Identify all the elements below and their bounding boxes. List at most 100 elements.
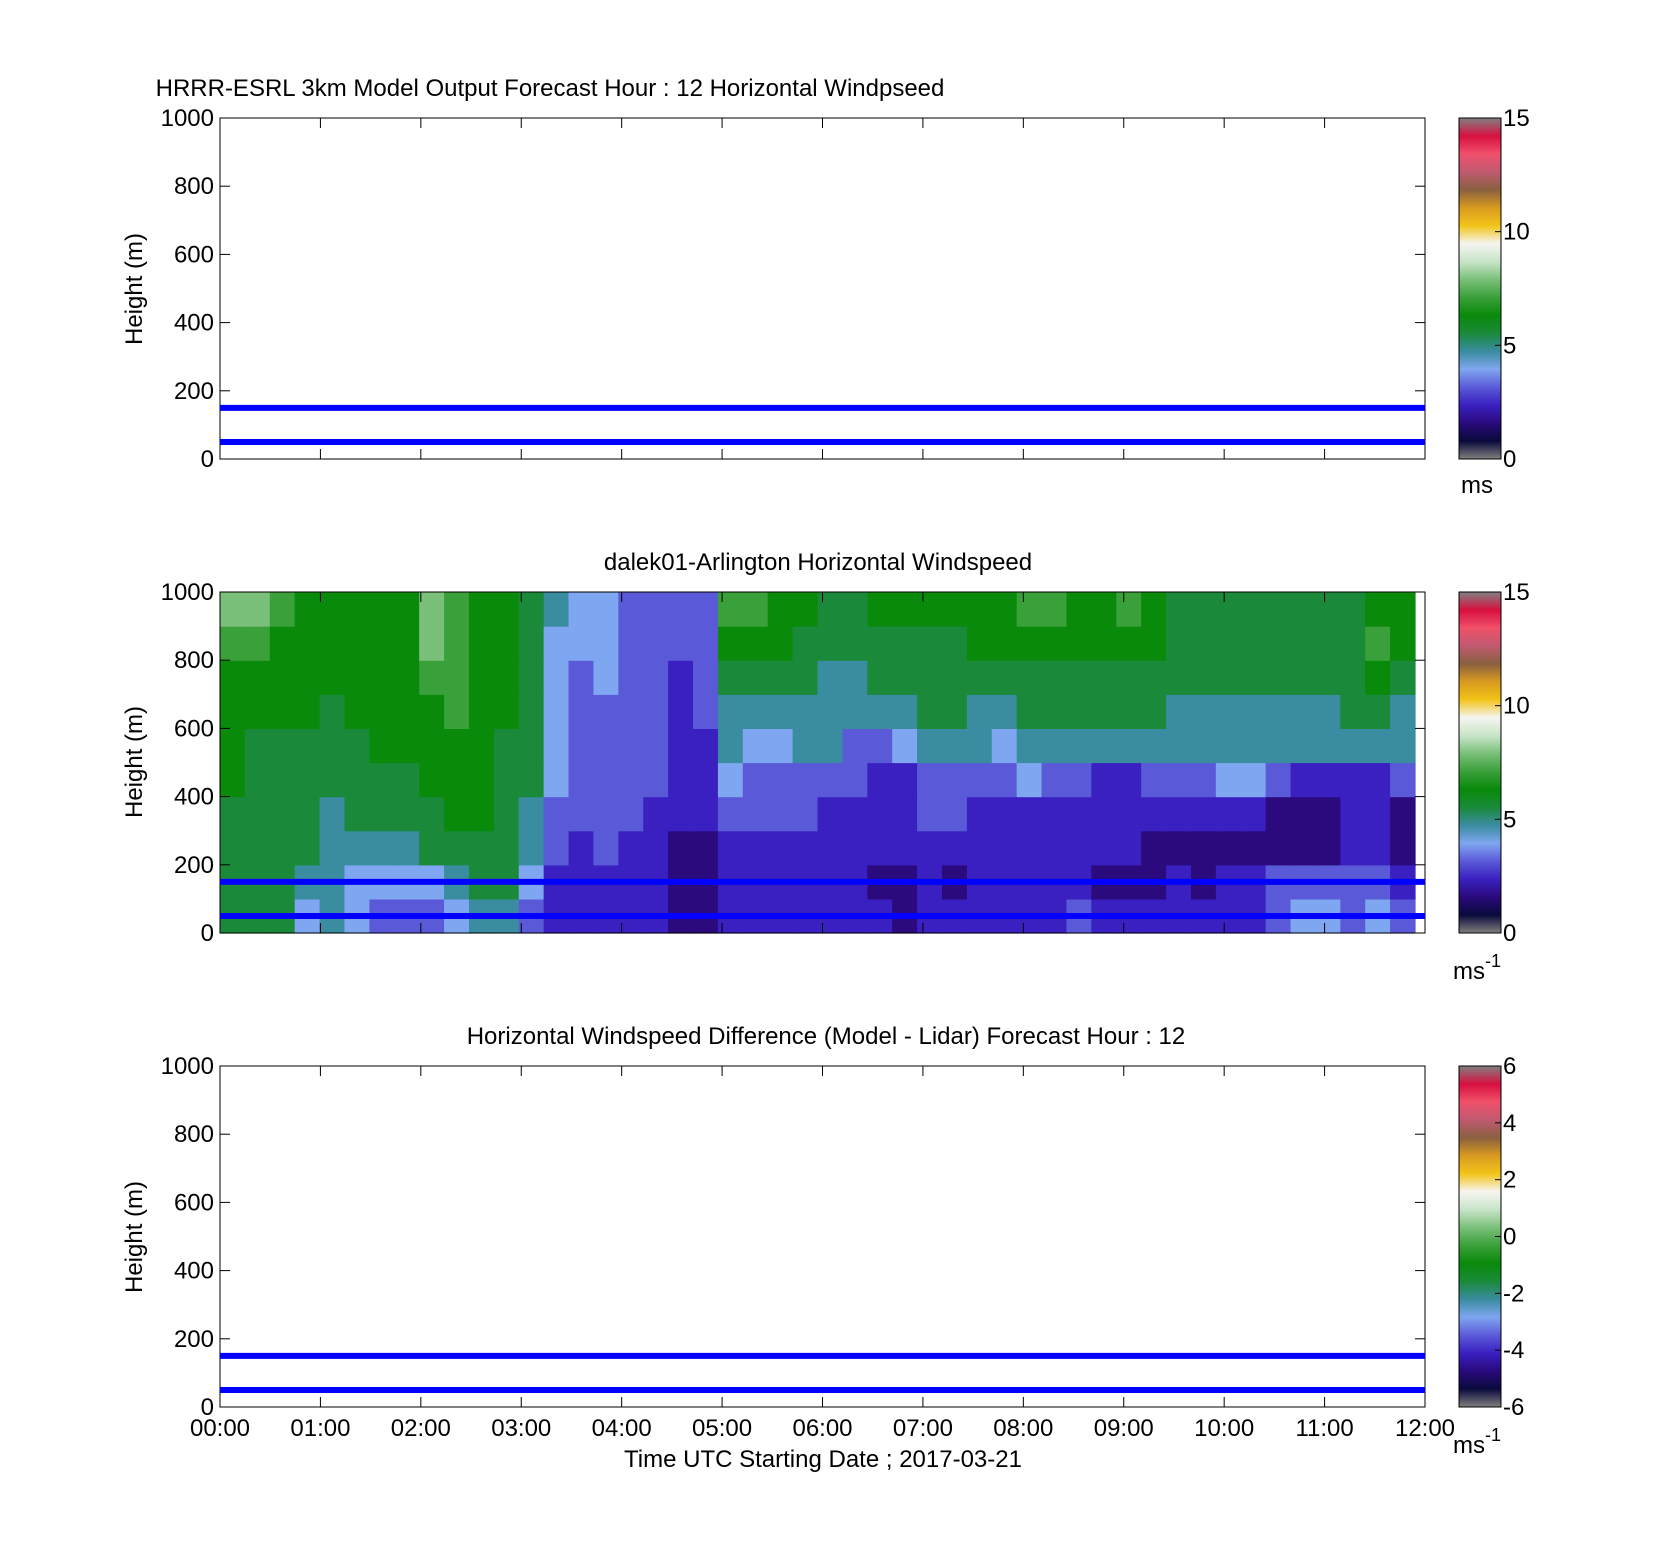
heatmap-cell	[1190, 762, 1217, 798]
heatmap-cell	[543, 830, 570, 866]
x-tick-labels: 00:00 01:00 02:00 03:00 04:00 05:00 06:00 07:00…	[190, 1415, 1455, 1442]
panel-1-axes-box	[219, 117, 1426, 460]
heatmap-cell	[294, 728, 321, 764]
heatmap-cell	[369, 592, 395, 627]
heatmap-cell	[1091, 626, 1117, 661]
heatmap-cell	[717, 694, 744, 729]
heatmap-cell	[1340, 830, 1366, 866]
heatmap-cell	[1240, 762, 1267, 798]
heatmap-cell	[1116, 830, 1142, 866]
x-tick-label: 07:00	[893, 1415, 953, 1442]
heatmap-cell	[1166, 626, 1192, 661]
heatmap-cell	[892, 592, 918, 627]
heatmap-cell	[966, 728, 993, 764]
x-tick-label: 08:00	[993, 1415, 1053, 1442]
heatmap-cell	[991, 762, 1018, 798]
colorbar-tick-label: 15	[1503, 579, 1530, 606]
heatmap-cell	[1315, 728, 1341, 764]
heatmap-cell	[1315, 660, 1341, 695]
heatmap-cell	[1190, 694, 1217, 729]
heatmap-cell	[419, 592, 445, 627]
heatmap-cell	[369, 728, 395, 764]
heatmap-cell	[1340, 626, 1366, 661]
heatmap-cell	[369, 694, 395, 729]
y-tick-label: 0	[201, 920, 214, 947]
colorbar-tick-label: -4	[1503, 1337, 1524, 1364]
heatmap-cell	[394, 728, 420, 764]
heatmap-cell	[742, 762, 769, 798]
heatmap-cell	[643, 830, 669, 866]
heatmap-cell	[717, 728, 744, 764]
heatmap-cell	[917, 762, 943, 798]
heatmap-cell	[444, 660, 470, 695]
panel-1-ylabel: Height (m)	[121, 233, 148, 345]
colorbar-tick-label: 0	[1503, 1224, 1516, 1251]
colorbar-gradient	[1458, 591, 1502, 934]
heatmap-cell	[1066, 796, 1092, 832]
heatmap-cell	[518, 728, 545, 764]
heatmap-cell	[419, 660, 445, 695]
heatmap-cell	[1166, 796, 1192, 832]
heatmap-cell	[1340, 728, 1366, 764]
heatmap-cell	[493, 762, 520, 798]
y-tick-label: 400	[174, 784, 214, 811]
heatmap-cell	[468, 762, 495, 798]
heatmap-cell	[842, 762, 868, 798]
heatmap-cell	[693, 592, 719, 627]
heatmap-cell	[1141, 830, 1167, 866]
heatmap-cell	[244, 762, 271, 798]
heatmap-cell	[394, 592, 420, 627]
heatmap-cell	[792, 626, 819, 661]
heatmap-cell	[1365, 592, 1391, 627]
heatmap-cell	[493, 728, 520, 764]
y-tick-label: 800	[174, 1121, 214, 1148]
heatmap-cell	[1066, 592, 1092, 627]
heatmap-cell	[842, 728, 868, 764]
heatmap-cell	[1016, 762, 1043, 798]
heatmap-cell	[543, 592, 570, 627]
heatmap-cell	[1116, 762, 1142, 798]
heatmap-cell	[1116, 626, 1142, 661]
heatmap-cell	[1166, 694, 1192, 729]
heatmap-cell	[394, 660, 420, 695]
heatmap-cell	[493, 626, 520, 661]
heatmap-cell	[1215, 592, 1242, 627]
heatmap-cell	[1066, 728, 1092, 764]
heatmap-cell	[792, 694, 819, 729]
heatmap-cell	[468, 592, 495, 627]
heatmap-cell	[1016, 660, 1043, 695]
colorbar-tick-label: -6	[1503, 1394, 1524, 1421]
heatmap-cell	[344, 830, 370, 866]
heatmap-cell	[892, 626, 918, 661]
heatmap-cell	[917, 592, 943, 627]
heatmap-cell	[344, 694, 370, 729]
heatmap-cell	[220, 830, 246, 866]
panel-3-colorbar: -6 -4 -2 0 2 4 6 ms-1	[1453, 1053, 1524, 1459]
heatmap-cell	[1340, 796, 1366, 832]
heatmap-cell	[543, 660, 570, 695]
heatmap-cell	[518, 830, 545, 866]
heatmap-cell	[917, 796, 943, 832]
heatmap-cell	[1390, 830, 1416, 866]
heatmap-cell	[319, 830, 346, 866]
heatmap-cell	[543, 796, 570, 832]
heatmap-cell	[668, 592, 694, 627]
colorbar-gradient	[1458, 1065, 1502, 1408]
heatmap-cell	[867, 592, 893, 627]
heatmap-cell	[1290, 728, 1317, 764]
heatmap-cell	[867, 830, 893, 866]
heatmap-cell	[269, 830, 296, 866]
heatmap-cell	[717, 626, 744, 661]
heatmap-cell	[1240, 694, 1267, 729]
colorbar-unit: ms	[1461, 472, 1493, 499]
heatmap-cell	[1365, 728, 1391, 764]
heatmap-cell	[817, 762, 843, 798]
heatmap-cell	[618, 660, 644, 695]
heatmap-cell	[1166, 728, 1192, 764]
heatmap-cell	[792, 592, 819, 627]
heatmap-cell	[717, 796, 744, 832]
heatmap-cell	[867, 660, 893, 695]
x-tick-label: 03:00	[491, 1415, 551, 1442]
heatmap-cell	[319, 660, 346, 695]
heatmap-cell	[892, 796, 918, 832]
